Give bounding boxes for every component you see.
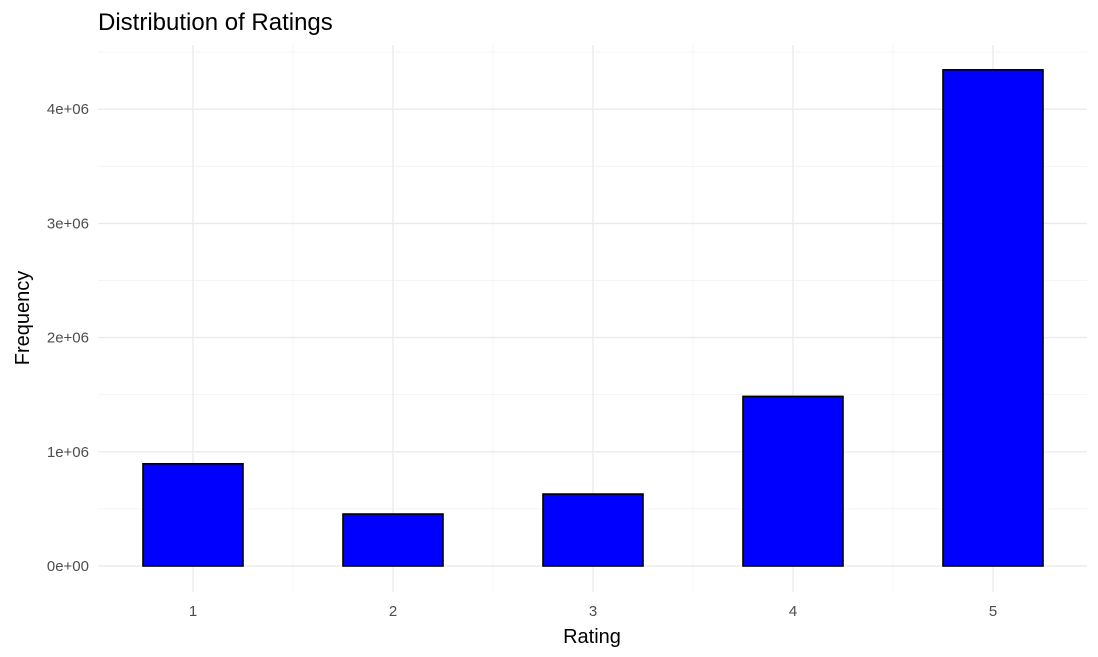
x-axis-title: Rating <box>563 626 621 648</box>
bar-rating-2 <box>342 513 444 567</box>
bars <box>142 69 1044 567</box>
chart-title: Distribution of Ratings <box>98 9 333 36</box>
x-tick-label: 4 <box>789 603 797 620</box>
x-tick-labels: 1 2 3 4 5 <box>189 603 997 620</box>
y-tick-label: 3e+06 <box>47 215 89 232</box>
y-tick-label: 1e+06 <box>47 444 89 461</box>
bar-rating-3 <box>542 493 644 567</box>
y-tick-label: 2e+06 <box>47 330 89 347</box>
bar-rating-5 <box>942 69 1044 567</box>
bar-rating-1 <box>142 462 244 567</box>
bar-rating-4 <box>742 395 844 567</box>
y-tick-label: 0e+00 <box>47 558 89 575</box>
grid <box>98 45 1087 592</box>
y-tick-labels: 0e+00 1e+06 2e+06 3e+06 4e+06 <box>47 101 89 575</box>
y-tick-label: 4e+06 <box>47 101 89 118</box>
x-tick-label: 1 <box>189 603 197 620</box>
y-axis-title: Frequency <box>12 271 34 366</box>
x-tick-label: 5 <box>989 603 997 620</box>
x-tick-label: 2 <box>389 603 397 620</box>
x-tick-label: 3 <box>589 603 597 620</box>
